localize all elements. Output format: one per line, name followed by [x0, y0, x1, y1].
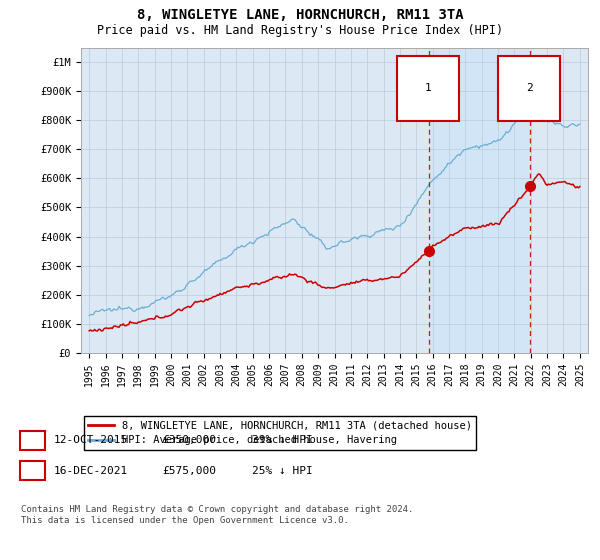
Legend: 8, WINGLETYE LANE, HORNCHURCH, RM11 3TA (detached house), HPI: Average price, de: 8, WINGLETYE LANE, HORNCHURCH, RM11 3TA … — [83, 416, 476, 450]
Text: 1: 1 — [29, 435, 36, 445]
Text: £575,000: £575,000 — [162, 466, 216, 476]
Text: 2: 2 — [526, 83, 533, 94]
Bar — [429, 48, 530, 353]
Text: 8, WINGLETYE LANE, HORNCHURCH, RM11 3TA: 8, WINGLETYE LANE, HORNCHURCH, RM11 3TA — [137, 8, 463, 22]
Text: 1: 1 — [425, 83, 431, 94]
Text: £350,000: £350,000 — [162, 435, 216, 445]
Text: Contains HM Land Registry data © Crown copyright and database right 2024.
This d: Contains HM Land Registry data © Crown c… — [21, 505, 413, 525]
Text: Price paid vs. HM Land Registry's House Price Index (HPI): Price paid vs. HM Land Registry's House … — [97, 24, 503, 36]
Text: 16-DEC-2021: 16-DEC-2021 — [54, 466, 128, 476]
Text: 12-OCT-2015: 12-OCT-2015 — [54, 435, 128, 445]
Text: 2: 2 — [29, 466, 36, 476]
Text: 25% ↓ HPI: 25% ↓ HPI — [252, 466, 313, 476]
Text: 39% ↓ HPI: 39% ↓ HPI — [252, 435, 313, 445]
